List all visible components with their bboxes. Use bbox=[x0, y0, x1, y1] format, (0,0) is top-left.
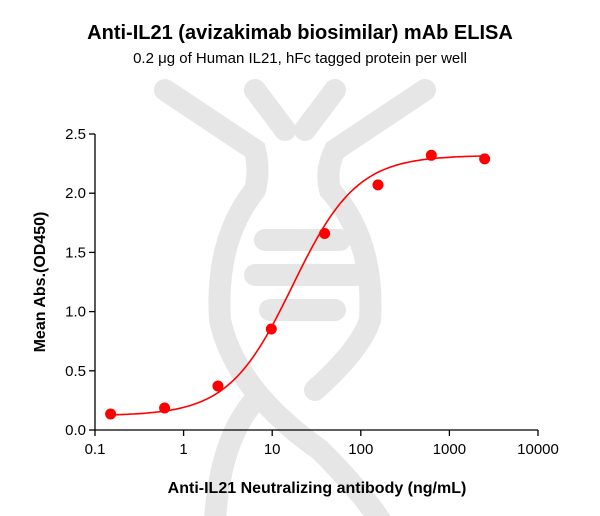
data-point bbox=[265, 323, 277, 335]
fit-curve bbox=[110, 155, 485, 416]
x-tick-label: 100 bbox=[348, 441, 373, 458]
axes: 0.0 0.5 1.0 1.5 2.0 2.5 0.1 1 10 100 1000 10000 bbox=[65, 126, 559, 458]
x-tick-label: 10000 bbox=[517, 441, 559, 458]
data-point bbox=[105, 408, 117, 420]
data-point bbox=[159, 402, 171, 414]
data-point bbox=[425, 149, 437, 161]
data-point bbox=[319, 227, 331, 239]
y-tick-label: 0.5 bbox=[65, 363, 86, 380]
y-tick-label: 0.0 bbox=[65, 422, 86, 439]
y-tick-label: 2.0 bbox=[65, 185, 86, 202]
x-tick-label: 10 bbox=[264, 441, 281, 458]
x-tick-label: 0.1 bbox=[85, 441, 106, 458]
chart-subtitle: 0.2 μg of Human IL21, hFc tagged protein… bbox=[133, 50, 467, 67]
y-tick-label: 1.0 bbox=[65, 304, 86, 321]
chart-title: Anti-IL21 (avizakimab biosimilar) mAb EL… bbox=[87, 22, 513, 44]
data-point bbox=[212, 380, 224, 392]
data-points bbox=[105, 149, 491, 420]
y-tick-label: 2.5 bbox=[65, 126, 86, 143]
dna-watermark-icon bbox=[154, 79, 436, 516]
x-axis-title: Anti-IL21 Neutralizing antibody (ng/mL) bbox=[168, 480, 467, 497]
data-point bbox=[372, 179, 384, 191]
data-point bbox=[479, 153, 491, 165]
y-tick-label: 1.5 bbox=[65, 244, 86, 261]
y-axis-title: Mean Abs.(OD450) bbox=[32, 212, 49, 353]
x-tick-label: 1 bbox=[179, 441, 187, 458]
x-tick-label: 1000 bbox=[433, 441, 466, 458]
